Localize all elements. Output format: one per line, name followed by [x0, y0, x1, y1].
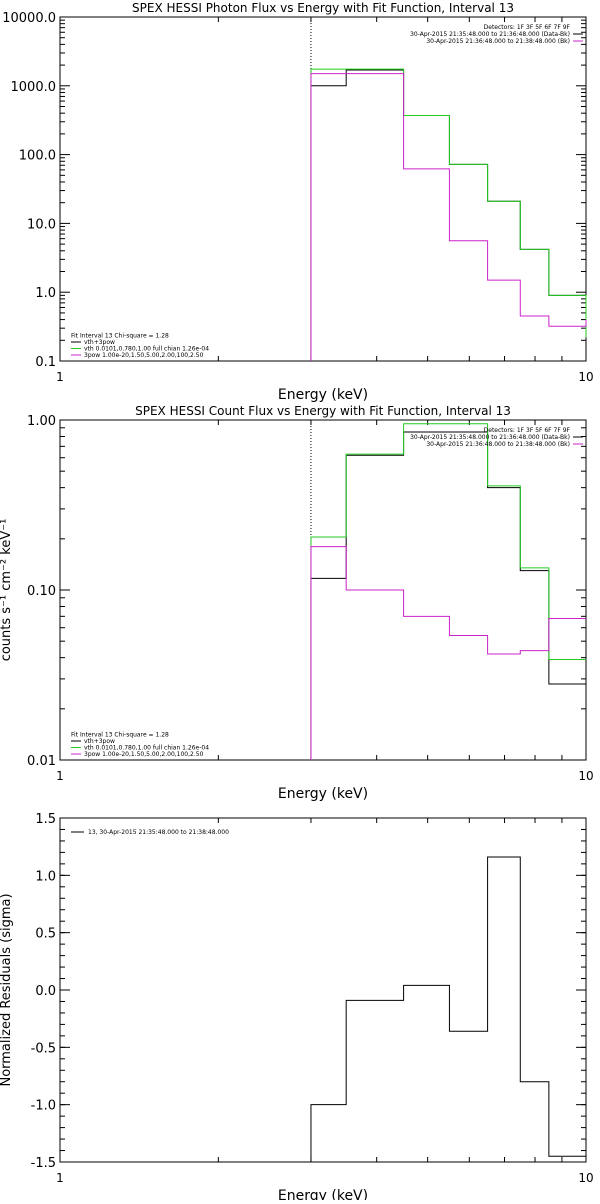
series-magenta-step-line	[310, 546, 586, 760]
x-axis-label-1: Energy (keV)	[278, 387, 368, 403]
legend-tr-entry: 30-Apr-2015 21:35:48.000 to 21:36:48.000…	[410, 31, 570, 38]
y-tick-label: -1.0	[31, 1099, 56, 1114]
x-axis-label-3: Energy (keV)	[278, 1188, 368, 1200]
legend-bl-entry: Fit Interval 13 Chi-square = 1.28	[71, 732, 169, 739]
y-tick-label: 0.1	[35, 355, 56, 370]
y-tick-label: 0.0	[35, 984, 56, 999]
y-tick-label: -1.5	[31, 1156, 56, 1171]
legend-tl-entry: 13, 30-Apr-2015 21:35:48.000 to 21:38:48…	[88, 829, 229, 836]
y-tick-label: 10000.0	[2, 11, 56, 26]
y-tick-label: 0.5	[35, 927, 56, 942]
y-tick-label: 1000.0	[11, 80, 57, 95]
series-magenta-step-line	[310, 73, 587, 361]
y-tick-label: 0.01	[27, 754, 56, 769]
y-axis-label-2: counts s⁻¹ cm⁻² keV⁻¹	[0, 519, 14, 662]
x-tick-label: 1	[56, 1171, 64, 1185]
plot-frame-3	[59, 817, 587, 1163]
y-tick-label: 1.0	[35, 869, 56, 884]
series-green-step-line	[310, 68, 587, 361]
chart-title-1: SPEX HESSI Photon Flux vs Energy with Fi…	[132, 1, 514, 15]
y-axis-label-3: Normalized Residuals (sigma)	[0, 893, 14, 1086]
plot-frame-2	[59, 419, 587, 761]
legend-bl-entry: Fit Interval 13 Chi-square = 1.28	[71, 333, 169, 340]
legend-bl-entry: vth+3pow	[84, 738, 115, 745]
plot-frame-1	[59, 16, 587, 362]
legend-tr-entry: 30-Apr-2015 21:35:48.000 to 21:36:48.000…	[410, 434, 570, 441]
y-tick-label: 100.0	[19, 149, 56, 164]
x-tick-label: 10	[578, 769, 593, 783]
legend-bl-entry: 3pow 1.00e-20,1.50,5.00,2.00,100,2.50	[84, 352, 204, 359]
x-tick-label: 10	[578, 370, 593, 384]
legend-tr-entry: 30-Apr-2015 21:36:48.000 to 21:38:48.000…	[426, 441, 570, 448]
series-black-step-line	[310, 856, 586, 1162]
series-green-step-line	[310, 423, 586, 760]
legend-tr-entry: Detectors: 1F 3F 5F 6F 7F 9F	[484, 24, 571, 31]
y-tick-label: 1.0	[35, 286, 56, 301]
legend-bl-entry: vth 0.0101,0.780,1.00 full chian 1.26e-0…	[84, 745, 209, 752]
y-tick-label: -0.5	[31, 1041, 56, 1056]
y-tick-label: 10.0	[27, 217, 56, 232]
legend-tr-entry: Detectors: 1F 3F 5F 6F 7F 9F	[484, 427, 571, 434]
y-tick-label: 1.5	[35, 812, 56, 827]
legend-bl-entry: 3pow 1.00e-20,1.50,5.00,2.00,100,2.50	[84, 751, 204, 758]
series-black-step-line	[310, 431, 587, 760]
x-tick-label: 1	[56, 370, 64, 384]
legend-bl-entry: vth 0.0101,0.780,1.00 full chian 1.26e-0…	[84, 346, 209, 353]
series-black-step-line	[310, 69, 587, 361]
y-tick-label: 0.10	[27, 584, 56, 599]
x-tick-label: 10	[578, 1171, 593, 1185]
x-tick-label: 1	[56, 769, 64, 783]
chart-title-2: SPEX HESSI Count Flux vs Energy with Fit…	[135, 404, 511, 418]
legend-tr-entry: 30-Apr-2015 21:36:48.000 to 21:38:48.000…	[426, 38, 570, 45]
x-axis-label-2: Energy (keV)	[278, 786, 368, 802]
y-tick-label: 1.00	[27, 414, 56, 429]
legend-bl-entry: vth+3pow	[84, 339, 115, 346]
